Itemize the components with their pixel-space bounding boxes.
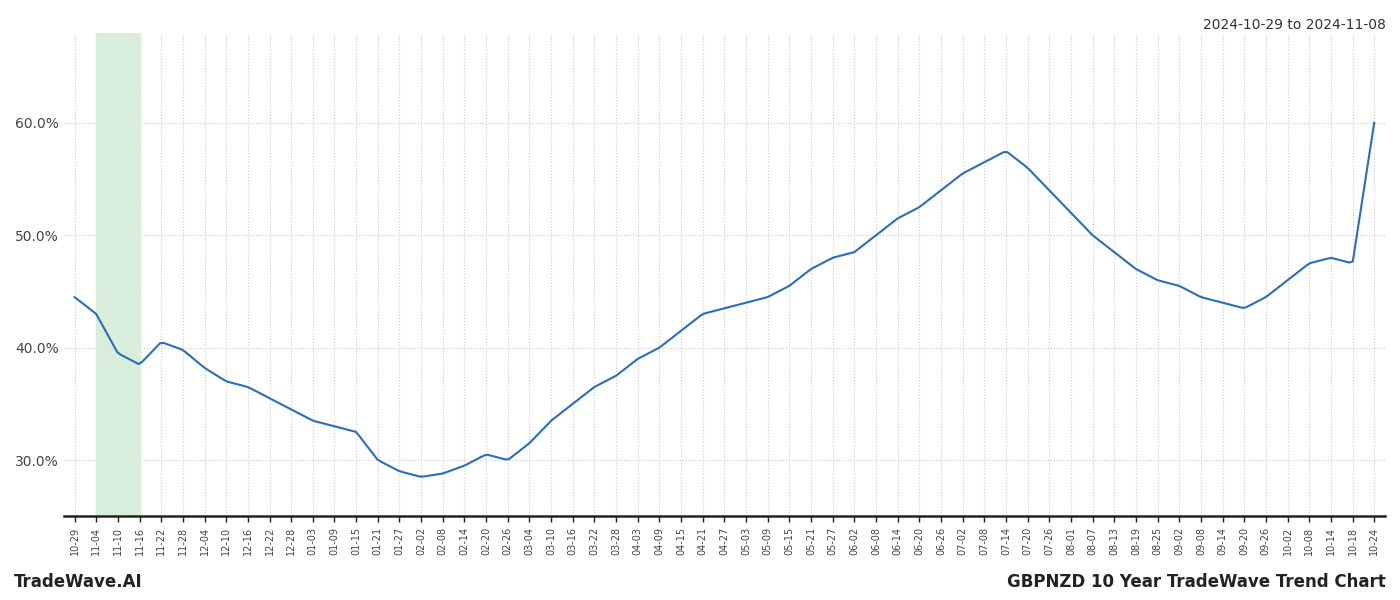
Text: TradeWave.AI: TradeWave.AI xyxy=(14,573,143,591)
Text: GBPNZD 10 Year TradeWave Trend Chart: GBPNZD 10 Year TradeWave Trend Chart xyxy=(1007,573,1386,591)
Text: 2024-10-29 to 2024-11-08: 2024-10-29 to 2024-11-08 xyxy=(1203,18,1386,32)
Bar xyxy=(97,33,140,516)
